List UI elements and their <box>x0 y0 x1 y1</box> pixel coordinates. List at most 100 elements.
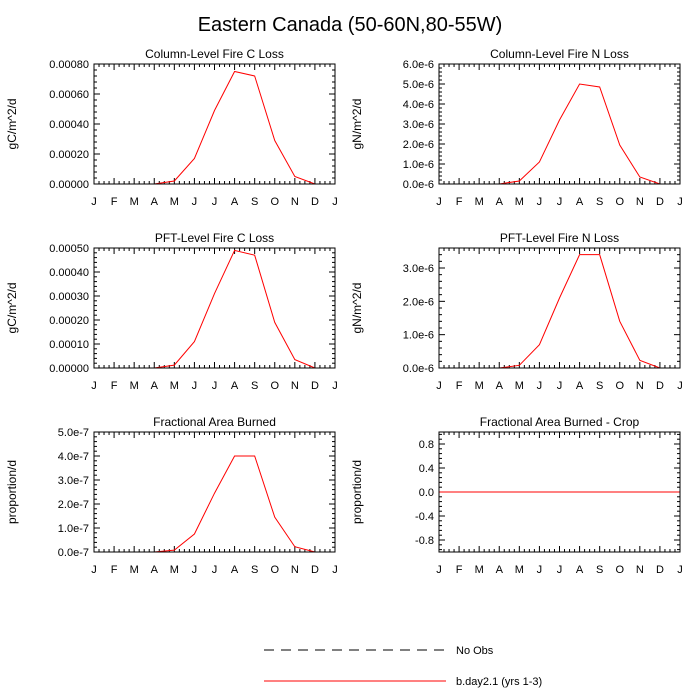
x-tick-label: J <box>212 564 218 576</box>
x-tick-label: A <box>576 564 584 576</box>
x-tick-label: D <box>656 564 664 576</box>
y-tick-label: 2.0e-6 <box>403 139 434 151</box>
x-tick-label: S <box>596 196 603 208</box>
x-tick-label: S <box>251 380 258 392</box>
x-tick-label: N <box>291 564 299 576</box>
x-tick-label: M <box>130 380 139 392</box>
panel-title: PFT-Level Fire N Loss <box>500 231 619 245</box>
figure-title: Eastern Canada (50-60N,80-55W) <box>198 14 503 36</box>
x-tick-label: M <box>475 196 484 208</box>
y-tick-label: -0.8 <box>415 535 434 547</box>
x-tick-label: F <box>111 380 118 392</box>
x-tick-label: J <box>557 564 563 576</box>
y-tick-label: 3.0e-7 <box>58 475 89 487</box>
y-tick-label: 2.0e-6 <box>403 296 434 308</box>
y-axis-label: gN/m^2/d <box>350 99 364 150</box>
legend-label-no-obs: No Obs <box>456 645 494 657</box>
x-tick-label: A <box>151 380 159 392</box>
y-tick-label: 5.0e-6 <box>403 79 434 91</box>
y-tick-label: 1.0e-6 <box>403 330 434 342</box>
y-axis-label: gC/m^2/d <box>5 283 19 334</box>
x-tick-label: M <box>475 380 484 392</box>
x-tick-label: N <box>291 380 299 392</box>
x-tick-label: J <box>91 196 97 208</box>
x-tick-label: M <box>170 380 179 392</box>
y-ticks <box>94 431 335 553</box>
x-tick-label: A <box>151 564 159 576</box>
x-tick-label: M <box>515 196 524 208</box>
x-ticks <box>438 248 681 368</box>
x-tick-label: S <box>596 380 603 392</box>
y-tick-label: -0.4 <box>415 511 434 523</box>
x-tick-label: J <box>557 196 563 208</box>
x-tick-label: J <box>332 564 338 576</box>
y-ticks <box>439 247 680 369</box>
y-axis-label: proportion/d <box>5 460 19 524</box>
x-tick-label: A <box>576 196 584 208</box>
legend-label-model: b.day2.1 (yrs 1-3) <box>456 676 542 688</box>
x-tick-label: O <box>270 196 279 208</box>
x-tick-label: F <box>456 564 463 576</box>
panel-title: Column-Level Fire C Loss <box>145 47 284 61</box>
plot-frame <box>438 63 681 185</box>
y-axis-label: proportion/d <box>350 460 364 524</box>
panel-title: Fractional Area Burned <box>153 415 276 429</box>
series-line <box>439 83 680 185</box>
x-tick-label: J <box>537 380 543 392</box>
x-tick-label: J <box>677 564 683 576</box>
x-tick-label: M <box>170 196 179 208</box>
x-tick-label: M <box>515 380 524 392</box>
y-tick-label: 5.0e-7 <box>58 427 89 439</box>
y-tick-label: 1.0e-6 <box>403 159 434 171</box>
x-tick-label: N <box>636 196 644 208</box>
y-ticks <box>94 63 335 185</box>
x-tick-label: M <box>475 564 484 576</box>
x-tick-label: J <box>332 196 338 208</box>
y-tick-label: 3.0e-6 <box>403 263 434 275</box>
x-tick-label: J <box>537 196 543 208</box>
x-tick-label: M <box>130 196 139 208</box>
series-line <box>94 70 335 185</box>
x-tick-label: A <box>231 564 239 576</box>
plot-frame <box>438 431 681 553</box>
x-tick-label: A <box>496 564 504 576</box>
y-axis-label: gC/m^2/d <box>5 99 19 150</box>
x-tick-label: A <box>496 196 504 208</box>
x-tick-label: A <box>231 380 239 392</box>
series-line <box>439 254 680 369</box>
panel-title: Column-Level Fire N Loss <box>490 47 629 61</box>
x-tick-label: O <box>615 380 624 392</box>
x-tick-label: F <box>456 196 463 208</box>
x-tick-label: A <box>496 380 504 392</box>
x-tick-label: J <box>192 380 198 392</box>
x-tick-label: A <box>151 196 159 208</box>
x-tick-label: F <box>111 196 118 208</box>
y-ticks <box>439 63 680 185</box>
y-tick-label: 1.0e-7 <box>58 523 89 535</box>
x-tick-label: J <box>192 196 198 208</box>
x-tick-label: J <box>557 380 563 392</box>
x-tick-label: J <box>332 380 338 392</box>
x-tick-label: F <box>456 380 463 392</box>
y-tick-label: 0.00000 <box>49 179 89 191</box>
x-tick-label: J <box>91 380 97 392</box>
plot-frame <box>93 63 336 185</box>
y-tick-label: 0.00030 <box>49 291 89 303</box>
legend: No Obs b.day2.1 (yrs 1-3) <box>264 645 542 688</box>
y-tick-label: 2.0e-7 <box>58 499 89 511</box>
x-tick-label: J <box>436 564 442 576</box>
x-ticks <box>438 64 681 184</box>
x-tick-label: N <box>636 380 644 392</box>
x-tick-label: S <box>251 196 258 208</box>
y-axis-label: gN/m^2/d <box>350 283 364 334</box>
y-tick-label: 0.0e-7 <box>58 547 89 559</box>
y-tick-label: 0.0 <box>419 487 434 499</box>
series-line <box>94 455 335 553</box>
